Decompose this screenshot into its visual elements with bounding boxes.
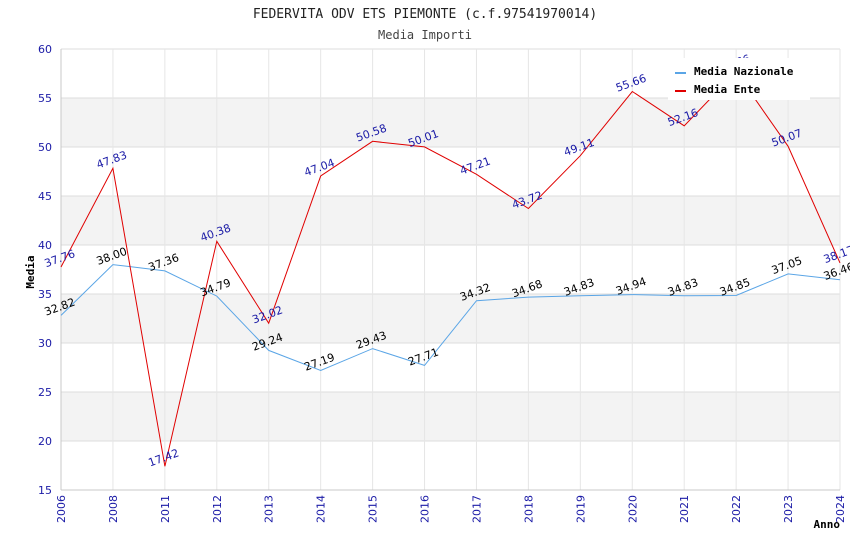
x-tick-label: 2018 (522, 495, 535, 523)
grid-band (61, 196, 840, 245)
chart-title: FEDERVITA ODV ETS PIEMONTE (c.f.97541970… (253, 7, 597, 22)
legend-box (668, 58, 810, 100)
y-tick-label: 50 (38, 141, 52, 154)
x-tick-label: 2019 (574, 495, 587, 523)
chart-subtitle: Media Importi (378, 28, 472, 42)
x-tick-label: 2022 (730, 495, 743, 523)
grid-band (61, 294, 840, 343)
x-tick-label: 2015 (367, 495, 380, 523)
y-axis-label: Media (24, 255, 37, 288)
x-tick-label: 2023 (782, 495, 795, 523)
x-tick-label: 2017 (470, 495, 483, 523)
x-tick-label: 2021 (678, 495, 691, 523)
grid-bands (61, 98, 840, 441)
y-tick-label: 60 (38, 43, 52, 56)
y-tick-label: 45 (38, 190, 52, 203)
x-tick-label: 2006 (55, 495, 68, 523)
x-tick-label: 2016 (419, 495, 432, 523)
grid-band (61, 98, 840, 147)
grid-band (61, 392, 840, 441)
x-tick-label: 2014 (315, 495, 328, 523)
x-tick-label: 2020 (626, 495, 639, 523)
x-tick-label: 2011 (159, 495, 172, 523)
x-tick-label: 2008 (107, 495, 120, 523)
y-tick-label: 20 (38, 435, 52, 448)
x-axis-label: Anno (814, 518, 841, 531)
legend-label-media-ente: Media Ente (694, 83, 761, 96)
y-tick-label: 40 (38, 239, 52, 252)
y-tick-label: 30 (38, 337, 52, 350)
grid-lines (60, 48, 841, 491)
y-tick-label: 25 (38, 386, 52, 399)
x-tick-label: 2013 (263, 495, 276, 523)
y-tick-label: 15 (38, 484, 52, 497)
legend: Media Nazionale Media Ente (668, 58, 810, 100)
axes: 15 20 25 30 35 40 45 50 55 60 2006 2008 2011 2012 2013… (38, 43, 847, 523)
y-tick-label: 35 (38, 288, 52, 301)
y-tick-label: 55 (38, 92, 52, 105)
x-tick-label: 2012 (211, 495, 224, 523)
x-tick-label: 2024 (834, 495, 847, 523)
series-line-media-nazionale (60, 264, 841, 372)
legend-label-media-nazionale: Media Nazionale (694, 65, 794, 78)
